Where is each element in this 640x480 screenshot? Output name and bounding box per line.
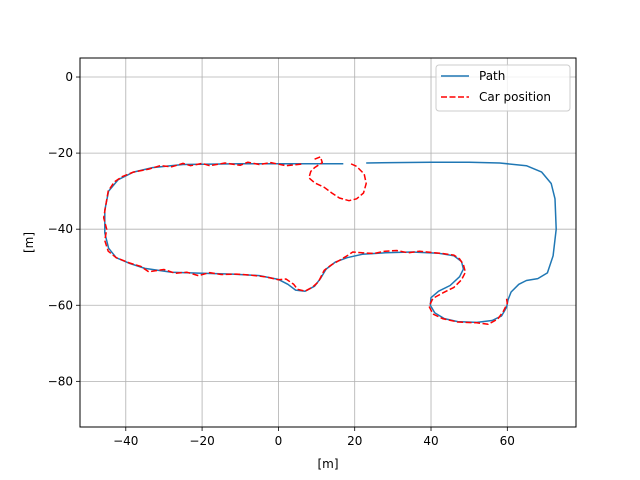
y-tick-label: 0 <box>65 70 73 84</box>
x-tick-label: −20 <box>189 434 214 448</box>
legend: Path Car position <box>435 64 571 112</box>
legend-path-label: Path <box>479 69 505 83</box>
x-tick-label: −40 <box>113 434 138 448</box>
x-axis-label: [m] <box>317 457 338 471</box>
series-line-car-position <box>308 156 367 202</box>
y-axis-label: [m] <box>22 232 36 253</box>
series-group <box>102 156 557 326</box>
axes-frame <box>79 57 577 428</box>
x-tick-label: 20 <box>347 434 362 448</box>
x-tick-label: 60 <box>500 434 515 448</box>
series-line-car-position <box>102 161 509 326</box>
x-tick-label: 0 <box>275 434 283 448</box>
legend-car-position-label: Car position <box>479 90 551 104</box>
y-ticks: 0 −20 −40 −60 −80 <box>48 70 80 388</box>
y-tick-label: −60 <box>48 298 73 312</box>
legend-box <box>435 64 571 112</box>
x-ticks: −40 −20 0 20 40 60 <box>113 427 515 448</box>
grid <box>80 58 576 427</box>
y-tick-label: −80 <box>48 374 73 388</box>
y-tick-label: −40 <box>48 222 73 236</box>
y-tick-label: −20 <box>48 146 73 160</box>
x-tick-label: 40 <box>423 434 438 448</box>
